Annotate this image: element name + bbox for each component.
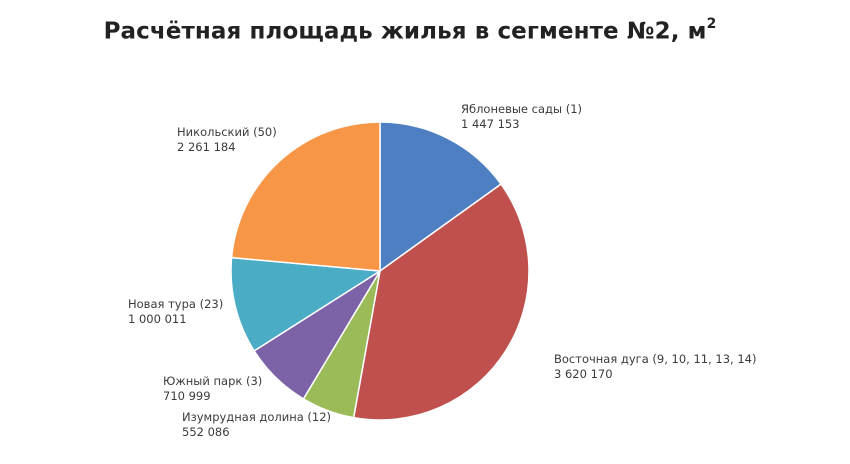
chart-title-text: Расчётная площадь жилья в сегменте №2, м: [103, 18, 707, 45]
chart-title-superscript: 2: [706, 16, 717, 32]
label-nikolsky-name: Никольский (50): [177, 125, 277, 139]
label-yablonevye-sady-name: Яблоневые сады (1): [461, 102, 582, 116]
label-vostochnaya-duga-name: Восточная дуга (9, 10, 11, 13, 14): [554, 352, 757, 366]
label-izumrudnaya-dolina-value: 552 086: [182, 425, 230, 439]
label-izumrudnaya-dolina-name: Изумрудная долина (12): [182, 410, 332, 424]
label-novaya-tura-name: Новая тура (23): [128, 297, 224, 311]
pie-slice-5: [230, 256, 381, 352]
label-yuzhny-park-value: 710 999: [163, 389, 211, 403]
label-vostochnaya-duga-value: 3 620 170: [554, 367, 613, 381]
label-vostochnaya-duga: Восточная дуга (9, 10, 11, 13, 14) 3 620…: [554, 352, 757, 382]
label-novaya-tura: Новая тура (23) 1 000 011: [128, 297, 223, 327]
label-izumrudnaya-dolina: Изумрудная долина (12) 552 086: [182, 410, 331, 440]
label-novaya-tura-value: 1 000 011: [128, 312, 187, 326]
pie-slices: [230, 121, 530, 421]
label-yablonevye-sady-value: 1 447 153: [461, 117, 520, 131]
pie-slice-6: [230, 121, 381, 272]
chart-title: Расчётная площадь жилья в сегменте №2, м…: [0, 16, 820, 45]
pie-slice-1: [379, 121, 502, 272]
label-nikolsky: Никольский (50) 2 261 184: [177, 125, 277, 155]
label-nikolsky-value: 2 261 184: [177, 140, 236, 154]
pie-slice-2: [352, 183, 530, 421]
label-yablonevye-sady: Яблоневые сады (1) 1 447 153: [461, 102, 582, 132]
label-yuzhny-park: Южный парк (3) 710 999: [163, 374, 262, 404]
label-yuzhny-park-name: Южный парк (3): [163, 374, 263, 388]
